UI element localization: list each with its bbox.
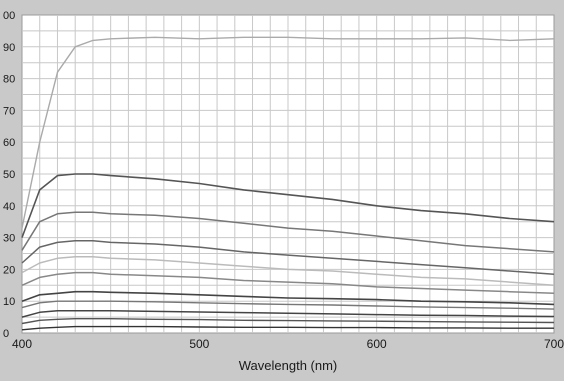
series-line-3 bbox=[21, 211, 555, 253]
series-line-5 bbox=[21, 255, 555, 287]
y-tick-label: 60 bbox=[3, 137, 15, 149]
series-line-4 bbox=[21, 240, 555, 275]
x-tick-labels: 400 500 600 700 bbox=[12, 337, 564, 351]
y-tick-label: 50 bbox=[3, 169, 15, 181]
y-tick-label: 90 bbox=[3, 42, 15, 54]
y-tick-label: 00 bbox=[3, 10, 15, 22]
x-tick-label: 500 bbox=[189, 337, 209, 351]
x-tick-label: 600 bbox=[367, 337, 387, 351]
grid-lines bbox=[22, 15, 554, 333]
series-line-1 bbox=[21, 36, 555, 229]
y-tick-label: 40 bbox=[3, 201, 15, 213]
y-tick-label: 0 bbox=[3, 328, 9, 340]
series-line-10 bbox=[21, 318, 555, 325]
series-line-2 bbox=[21, 173, 555, 238]
y-tick-label: 70 bbox=[3, 105, 15, 117]
x-axis-label: Wavelength (nm) bbox=[239, 358, 338, 373]
series-group bbox=[21, 36, 555, 331]
y-tick-label: 30 bbox=[3, 233, 15, 245]
y-tick-label: 80 bbox=[3, 74, 15, 86]
series-line-8 bbox=[21, 300, 555, 310]
y-tick-label: 20 bbox=[3, 264, 15, 276]
x-tick-label: 700 bbox=[544, 337, 564, 351]
x-tick-label: 400 bbox=[12, 337, 32, 351]
series-line-11 bbox=[21, 325, 554, 331]
y-tick-labels: 0 10 20 30 40 50 60 70 80 90 00 bbox=[3, 10, 15, 340]
series-line-7 bbox=[21, 290, 555, 306]
series-line-6 bbox=[21, 271, 555, 295]
y-tick-label: 10 bbox=[3, 296, 15, 308]
series-line-9 bbox=[21, 309, 555, 318]
